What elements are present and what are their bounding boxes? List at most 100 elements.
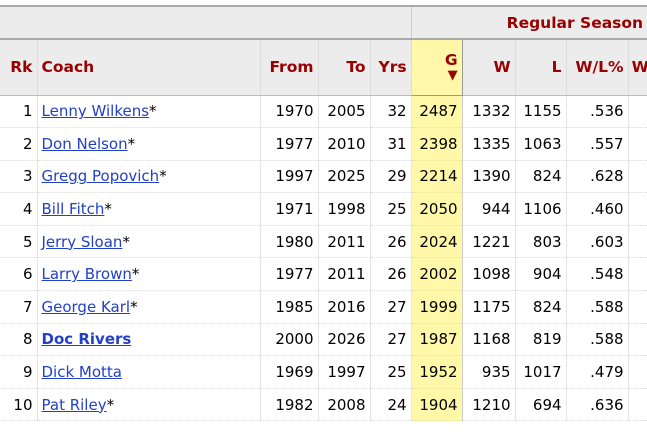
coach-cell: Gregg Popovich* — [37, 160, 261, 194]
to: 2011 — [318, 257, 371, 292]
col-next[interactable]: W — [628, 39, 647, 96]
table-row: 10 Pat Riley* 1982 2008 24 1904 1210 694.636 — [0, 388, 647, 422]
win-pct: .628 — [566, 160, 629, 194]
coach-cell: Don Nelson* — [37, 127, 261, 161]
col-w[interactable]: W — [462, 39, 516, 96]
hof-marker: * — [130, 297, 138, 316]
from: 1980 — [260, 225, 319, 259]
col-rk[interactable]: Rk — [0, 39, 38, 96]
table-row: 9 Dick Motta 1969 1997 25 1952 935 1017.479 — [0, 355, 647, 389]
group-header-regular-season: Regular Season — [410, 5, 647, 40]
coach-link[interactable]: Larry Brown — [41, 265, 132, 284]
win-pct: .460 — [566, 192, 629, 226]
coach-cell: Doc Rivers — [37, 323, 261, 357]
hof-marker: * — [122, 232, 130, 251]
coach-link[interactable]: Gregg Popovich — [41, 167, 160, 186]
hof-marker: * — [131, 265, 140, 284]
to: 2025 — [318, 160, 371, 194]
wins: 1390 — [462, 160, 516, 194]
rank: 5 — [0, 225, 38, 259]
to: 1998 — [318, 192, 371, 226]
col-coach[interactable]: Coach — [37, 39, 261, 96]
table-row: 7 George Karl* 1985 2016 27 1999 1175 824.588 — [0, 290, 647, 324]
next-col — [628, 355, 647, 389]
rank: 1 — [0, 95, 38, 129]
to: 2008 — [318, 388, 371, 422]
to: 2026 — [318, 323, 371, 357]
yrs: 27 — [370, 323, 412, 357]
from: 1977 — [260, 127, 319, 161]
yrs: 27 — [370, 290, 412, 324]
win-pct: .588 — [566, 323, 629, 357]
yrs: 29 — [370, 160, 412, 194]
losses: 1106 — [515, 192, 567, 226]
col-from[interactable]: From — [260, 39, 319, 96]
from: 1970 — [260, 95, 319, 129]
yrs: 24 — [370, 388, 412, 422]
group-header-blank — [0, 5, 412, 40]
to: 2005 — [318, 95, 371, 129]
from: 1985 — [260, 290, 319, 324]
next-col — [628, 160, 647, 194]
next-col — [628, 192, 647, 226]
coach-link[interactable]: Don Nelson — [41, 134, 128, 153]
win-pct: .479 — [566, 355, 629, 389]
coach-link[interactable]: Doc Rivers — [41, 330, 132, 349]
coach-link[interactable]: Lenny Wilkens — [41, 102, 150, 121]
games: 2487 — [410, 95, 463, 129]
table-row: 6 Larry Brown* 1977 2011 26 2002 1098 904.548 — [0, 257, 647, 292]
yrs: 25 — [370, 355, 412, 389]
wins: 944 — [462, 192, 516, 226]
col-to[interactable]: To — [318, 39, 371, 96]
col-g[interactable]: G ▼ — [410, 38, 463, 96]
losses: 904 — [515, 257, 567, 292]
wins: 1175 — [462, 290, 516, 324]
coach-link[interactable]: George Karl — [41, 297, 131, 316]
win-pct: .536 — [566, 95, 629, 129]
games: 2002 — [410, 257, 463, 292]
coach-link[interactable]: Bill Fitch — [41, 200, 105, 219]
rank: 4 — [0, 192, 38, 226]
wins: 1210 — [462, 388, 516, 422]
rank: 2 — [0, 127, 38, 161]
wins: 1221 — [462, 225, 516, 259]
coach-cell: Lenny Wilkens* — [37, 95, 261, 129]
to: 2011 — [318, 225, 371, 259]
col-wl[interactable]: W/L% — [566, 39, 629, 96]
yrs: 31 — [370, 127, 412, 161]
rank: 9 — [0, 355, 38, 389]
coaches-table: Regular Season Rk Coach From To Yrs G ▼ W… — [0, 5, 647, 422]
to: 1997 — [318, 355, 371, 389]
from: 2000 — [260, 323, 319, 357]
hof-marker: * — [104, 200, 112, 219]
hof-marker: * — [149, 102, 157, 121]
losses: 1017 — [515, 355, 567, 389]
from: 1977 — [260, 257, 319, 292]
yrs: 26 — [370, 225, 412, 259]
coach-link[interactable]: Pat Riley — [41, 395, 107, 414]
from: 1982 — [260, 388, 319, 422]
col-g-label: G — [444, 51, 458, 70]
next-col — [628, 323, 647, 357]
col-yrs[interactable]: Yrs — [370, 39, 412, 96]
next-col — [628, 95, 647, 129]
coach-cell: Jerry Sloan* — [37, 225, 261, 259]
sort-desc-icon: ▼ — [447, 68, 458, 84]
next-col — [628, 388, 647, 422]
from: 1971 — [260, 192, 319, 226]
win-pct: .603 — [566, 225, 629, 259]
losses: 819 — [515, 323, 567, 357]
from: 1969 — [260, 355, 319, 389]
coach-link[interactable]: Jerry Sloan — [41, 232, 123, 251]
coach-link[interactable]: Dick Motta — [41, 363, 123, 382]
rank: 10 — [0, 388, 38, 422]
coach-cell: George Karl* — [37, 290, 261, 324]
col-l[interactable]: L — [515, 39, 567, 96]
to: 2016 — [318, 290, 371, 324]
hof-marker: * — [159, 167, 167, 186]
games: 2398 — [410, 127, 463, 161]
next-col — [628, 290, 647, 324]
losses: 803 — [515, 225, 567, 259]
yrs: 25 — [370, 192, 412, 226]
yrs: 32 — [370, 95, 412, 129]
